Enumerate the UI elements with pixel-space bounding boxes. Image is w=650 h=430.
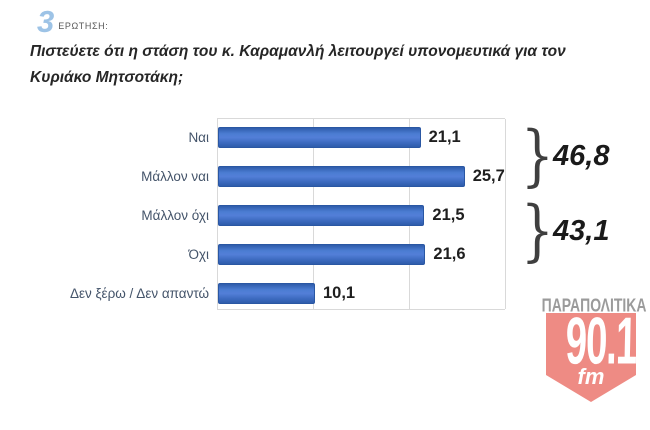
plot-area: [217, 118, 506, 310]
category-label: Μάλλον όχι: [141, 208, 209, 223]
logo-frequency: 90.1: [564, 303, 637, 378]
question-header: 3 ΕΡΩΤΗΣΗ:: [37, 4, 108, 40]
gridline: [313, 119, 314, 309]
group-total-yes: 46,8: [553, 140, 610, 172]
group-total-no: 43,1: [553, 215, 610, 247]
question-label: ΕΡΩΤΗΣΗ:: [58, 21, 109, 31]
logo-brand-text: ΠΑΡΑΠΟΛΙΤΙΚΑ: [541, 295, 647, 317]
gridline: [409, 119, 410, 309]
category-label: Όχι: [188, 246, 209, 262]
logo-band-label: fm: [577, 364, 605, 389]
logo-badge-shape: [546, 313, 636, 402]
gridline: [505, 119, 506, 309]
logo-badge: [546, 313, 636, 402]
category-label: Δεν ξέρω / Δεν απαντώ: [69, 285, 209, 301]
gridline: [217, 119, 218, 309]
category-label: Ναι: [188, 130, 209, 146]
group-brace-top: }: [521, 117, 554, 194]
category-label: Μάλλον ναι: [141, 169, 209, 185]
group-brace-bottom: }: [521, 192, 554, 269]
question-number: 3: [37, 4, 54, 39]
question-text: Πιστεύετε ότι η στάση του κ. Καραμανλή λ…: [30, 43, 566, 87]
